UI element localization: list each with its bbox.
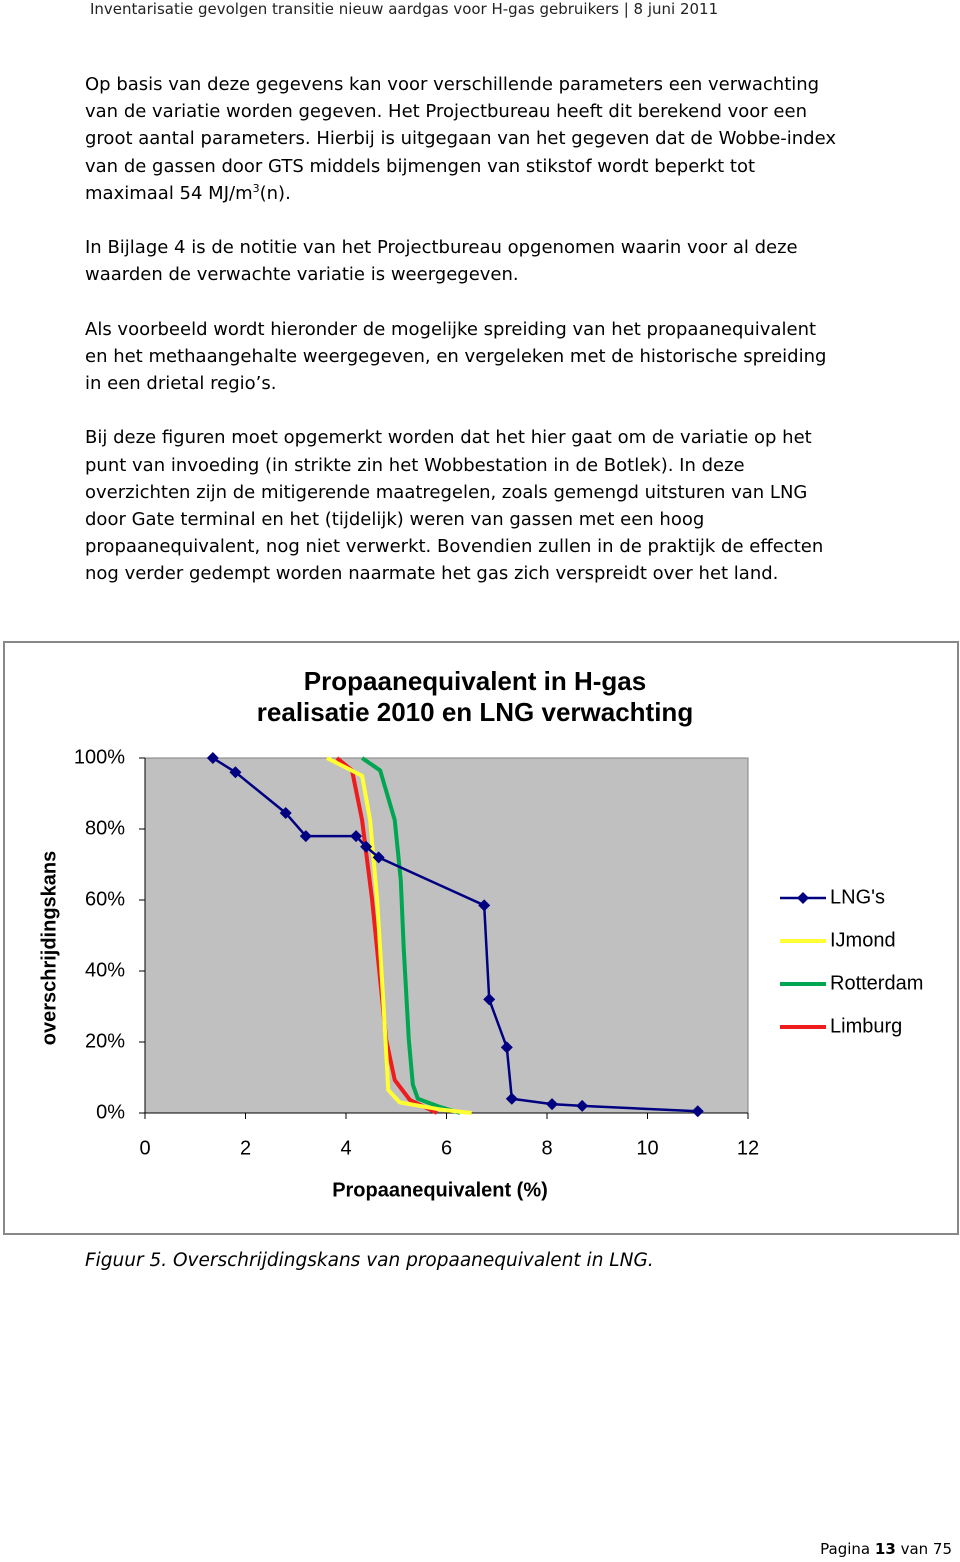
x-axis-label: Propaanequivalent (%) <box>332 1179 548 1201</box>
y-tick-label: 0% <box>96 1101 125 1123</box>
text-line: van de variatie worden gegeven. Het Proj… <box>85 101 807 123</box>
data-point <box>279 807 292 820</box>
legend-label: LNG's <box>830 886 885 908</box>
text-line: waarden de verwachte variatie is weergeg… <box>85 264 519 286</box>
x-tick-label: 2 <box>240 1137 251 1159</box>
body-text: Op basis van deze gegevens kan voor vers… <box>85 71 836 615</box>
page-footer: Pagina 13 van 75 <box>820 1540 952 1558</box>
figure: Propaanequivalent in H-gas realisatie 20… <box>3 641 959 1235</box>
text-line: en het methaangehalte weergegeven, en ve… <box>85 345 827 367</box>
y-tick-label: 60% <box>85 888 125 910</box>
paragraph: In Bijlage 4 is de notitie van het Proje… <box>85 234 836 288</box>
text-line: overzichten zijn de mitigerende maatrege… <box>85 481 808 503</box>
footer-suffix: van 75 <box>900 1540 952 1558</box>
x-tick-label: 4 <box>340 1137 351 1159</box>
data-point <box>576 1099 589 1112</box>
data-point <box>483 993 496 1006</box>
data-point <box>360 840 373 853</box>
x-tick-label: 8 <box>541 1137 552 1159</box>
y-tick-label: 100% <box>74 746 125 768</box>
x-tick-label: 12 <box>737 1137 759 1159</box>
chart-subtitle: realisatie 2010 en LNG verwachting <box>257 697 693 727</box>
text-line: punt van invoeding (in strikte zin het W… <box>85 454 745 476</box>
data-point <box>350 830 363 843</box>
text-line: van de gassen door GTS middels bijmengen… <box>85 155 756 177</box>
legend-label: Rotterdam <box>830 972 923 994</box>
footer-prefix: Pagina <box>820 1540 871 1558</box>
paragraph: Op basis van deze gegevens kan voor vers… <box>85 71 836 207</box>
y-tick-label: 80% <box>85 817 125 839</box>
text-line: groot aantal parameters. Hierbij is uitg… <box>85 128 837 150</box>
data-point <box>500 1041 513 1054</box>
y-tick-label: 20% <box>85 1030 125 1052</box>
data-point <box>478 899 491 912</box>
text-span: maximaal 54 MJ/m <box>85 182 253 204</box>
text-line: door Gate terminal en het (tijdelijk) we… <box>85 509 705 530</box>
series-line <box>212 756 698 1113</box>
legend-label: IJmond <box>830 929 896 951</box>
text-line: nog verder gedempt worden naarmate het g… <box>85 563 779 585</box>
legend-marker <box>797 892 809 904</box>
data-point <box>206 752 219 764</box>
x-tick-label: 10 <box>636 1137 658 1159</box>
paragraph: Als voorbeeld wordt hieronder de mogelij… <box>85 316 836 398</box>
plot-area <box>144 757 749 1114</box>
series-line <box>326 756 472 1115</box>
chart-title: Propaanequivalent in H-gas <box>304 666 646 696</box>
legend-label: Limburg <box>830 1015 902 1037</box>
text-line: Bij deze figuren moet opgemerkt worden d… <box>85 427 812 449</box>
text-span: (n). <box>259 182 291 204</box>
x-tick-label: 6 <box>441 1137 452 1159</box>
data-point <box>372 851 385 864</box>
paragraph: Bij deze figuren moet opgemerkt worden d… <box>85 424 836 587</box>
page-number: 13 <box>874 1540 896 1558</box>
data-point <box>505 1092 518 1105</box>
data-point <box>229 766 242 779</box>
text-line: in een drietal regio’s. <box>85 373 277 395</box>
data-point <box>691 1105 704 1118</box>
data-point <box>299 830 312 843</box>
superscript: 3 <box>252 181 260 195</box>
text-line: maximaal 54 MJ/m3(n). <box>85 180 836 207</box>
y-tick-label: 40% <box>85 959 125 981</box>
figure-caption: Figuur 5. Overschrijdingskans van propaa… <box>85 1250 654 1271</box>
text-line: In Bijlage 4 is de notitie van het Proje… <box>85 237 798 259</box>
running-header: Inventarisatie gevolgen transitie nieuw … <box>90 0 719 18</box>
x-tick-label: 0 <box>139 1137 150 1159</box>
data-point <box>546 1098 559 1111</box>
text-line: Als voorbeeld wordt hieronder de mogelij… <box>85 318 817 340</box>
series-line <box>360 756 461 1115</box>
text-line: propaanequivalent, nog niet verwerkt. Bo… <box>85 536 824 558</box>
text-line: Op basis van deze gegevens kan voor vers… <box>85 74 820 95</box>
y-axis-label: overschrijdingskans <box>38 851 60 1046</box>
